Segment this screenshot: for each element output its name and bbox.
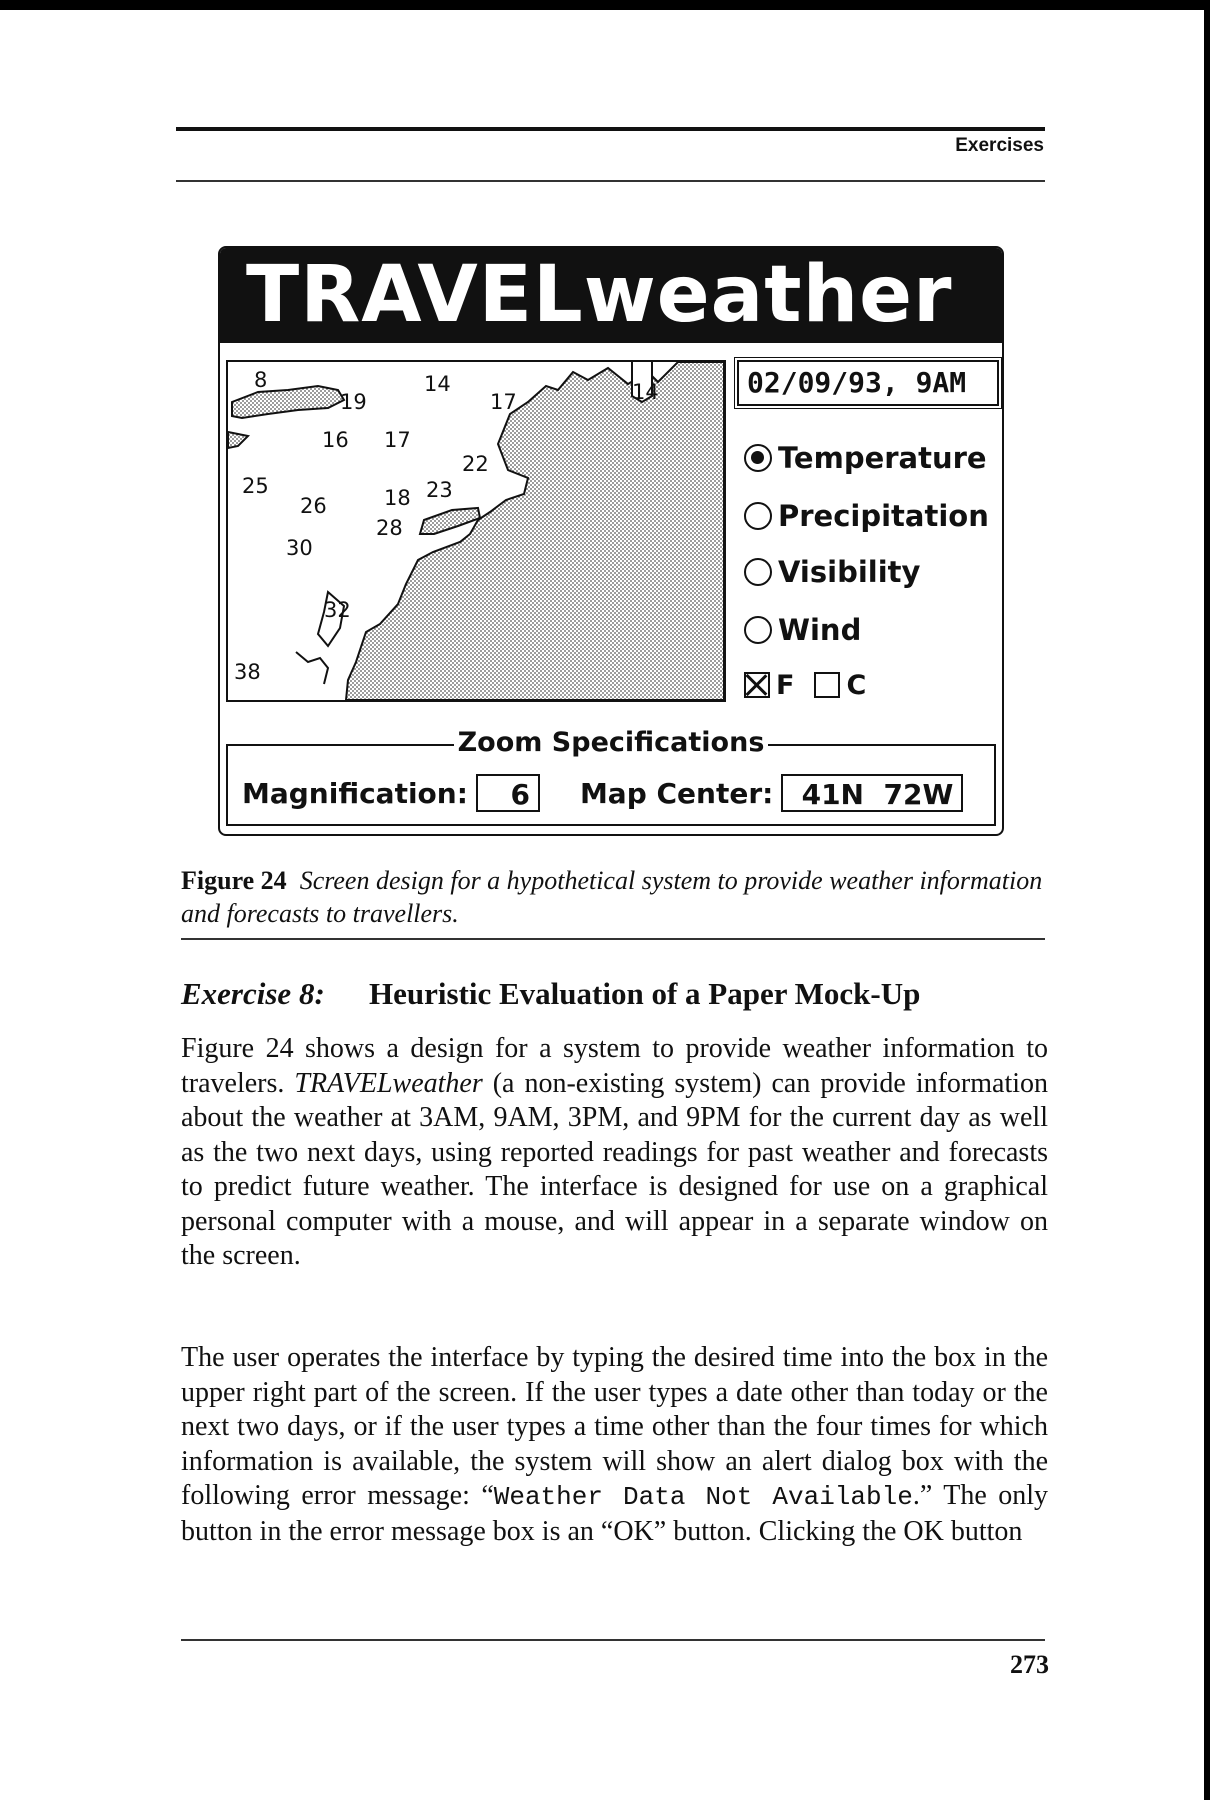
paragraph-2: The user operates the interface by typin… <box>181 1342 1048 1547</box>
header-rule <box>176 127 1045 131</box>
fahrenheit-checkbox[interactable] <box>744 672 770 698</box>
map-center-label: Map Center: <box>579 776 774 810</box>
running-head: Exercises <box>955 135 1044 156</box>
map-value: 26 <box>300 494 327 518</box>
map-value: 23 <box>426 478 453 502</box>
scan-border-right <box>1204 0 1210 1800</box>
option-visibility[interactable]: Visibility <box>744 552 920 592</box>
radio-selected-icon[interactable] <box>744 444 772 472</box>
map-value: 18 <box>384 486 411 510</box>
caption-rule <box>181 938 1045 940</box>
option-precipitation[interactable]: Precipitation <box>744 496 989 536</box>
error-message-text: Weather Data Not Available <box>493 1482 913 1512</box>
header-rule-thin <box>176 180 1045 182</box>
map-value: 30 <box>286 536 313 560</box>
option-wind[interactable]: Wind <box>744 610 861 650</box>
radio-icon[interactable] <box>744 502 772 530</box>
paragraph-1: Figure 24 shows a design for a system to… <box>181 1033 1049 1271</box>
magnification-label: Magnification: <box>242 776 468 810</box>
map-value: 19 <box>340 390 367 414</box>
travelweather-window: TRAVELweather 8 14 <box>218 246 1004 836</box>
date-time-input[interactable]: 02/09/93, 9AM <box>734 357 1002 409</box>
product-name: TRAVELweather <box>294 1067 483 1099</box>
map-value: 16 <box>322 428 349 452</box>
option-label: Visibility <box>778 555 921 589</box>
celsius-checkbox[interactable] <box>814 672 841 698</box>
fahrenheit-label: F <box>776 669 795 701</box>
exercise-title: Heuristic Evaluation of a Paper Mock-Up <box>369 976 921 1011</box>
scan-border-top <box>0 0 1210 10</box>
option-label: Wind <box>778 613 862 647</box>
map-value: 32 <box>324 598 351 622</box>
map-value: 8 <box>254 368 268 392</box>
weather-map[interactable]: 8 14 17 14 19 16 17 22 25 26 18 23 28 30… <box>226 360 726 702</box>
zoom-row: Magnification: 6 Map Center: 41N 72W <box>242 774 964 812</box>
celsius-label: C <box>846 669 867 701</box>
map-value: 28 <box>376 516 403 540</box>
exercise-heading: Exercise 8: Heuristic Evaluation of a Pap… <box>181 976 920 1012</box>
app-title: TRAVELweather <box>220 248 1002 343</box>
map-value: 38 <box>234 660 261 684</box>
exercise-number: Exercise 8: <box>181 976 325 1011</box>
map-coastline <box>228 362 724 700</box>
option-temperature[interactable]: Temperature <box>744 438 987 478</box>
magnification-input[interactable]: 6 <box>475 774 540 812</box>
radio-icon[interactable] <box>744 616 772 644</box>
option-label: Precipitation <box>778 499 989 533</box>
map-value: 17 <box>384 428 411 452</box>
map-value: 14 <box>632 380 659 404</box>
units-selector: F C <box>744 668 866 702</box>
map-value: 14 <box>424 372 451 396</box>
option-label: Temperature <box>778 441 987 475</box>
footer-rule <box>181 1639 1045 1641</box>
map-value: 25 <box>242 474 269 498</box>
caption-label: Figure 24 <box>181 866 287 895</box>
map-center-input[interactable]: 41N 72W <box>781 774 964 812</box>
map-value: 22 <box>462 452 489 476</box>
page-number: 273 <box>1010 1650 1049 1679</box>
caption-text: Screen design for a hypothetical system … <box>181 866 1043 928</box>
zoom-legend: Zoom Specifications <box>228 727 994 758</box>
map-value: 17 <box>490 390 517 414</box>
figure-caption: Figure 24 Screen design for a hypothetic… <box>181 864 1049 930</box>
radio-icon[interactable] <box>744 558 772 586</box>
zoom-specifications-group: Zoom Specifications Magnification: 6 Map… <box>226 727 996 826</box>
